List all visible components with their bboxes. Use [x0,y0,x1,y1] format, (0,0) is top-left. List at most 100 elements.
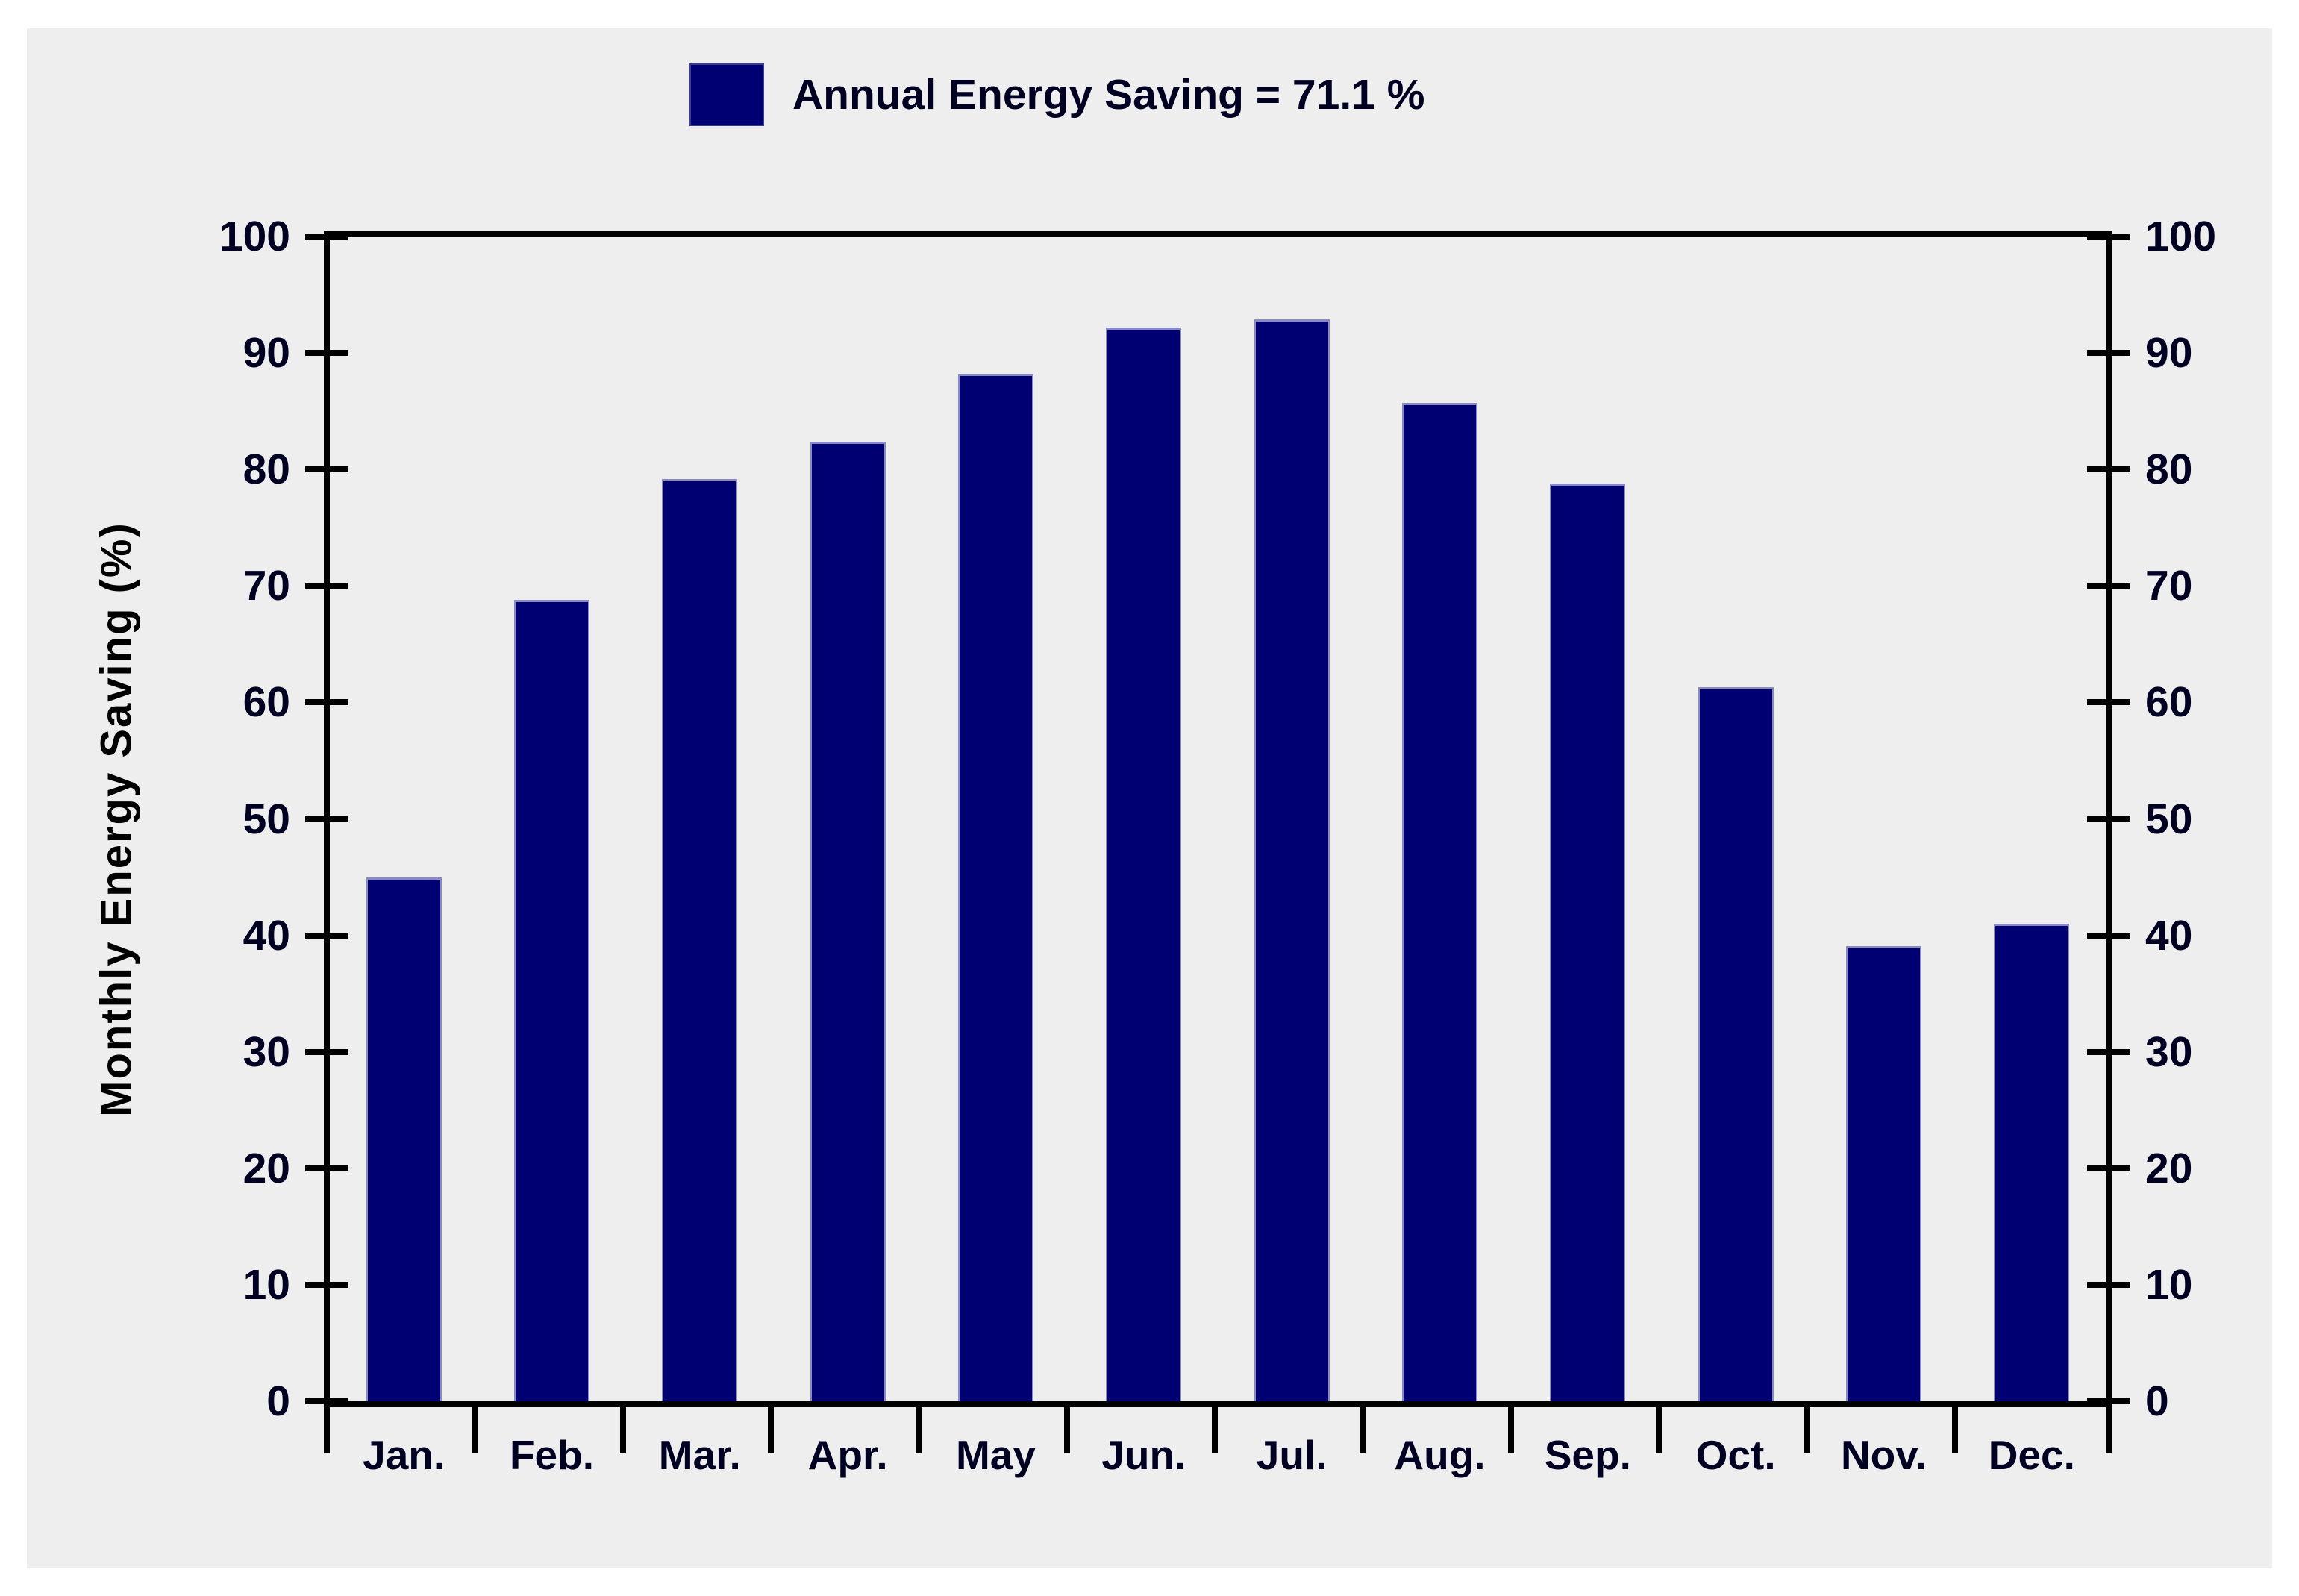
y-tick-left-40 [305,932,348,939]
x-label-nov: Nov. [1840,1432,1927,1478]
y-label-right-90: 90 [2145,329,2193,378]
y-tick-left-20 [305,1165,348,1171]
y-tick-right-60 [2087,699,2130,706]
plot-area [305,231,2130,1407]
bar-cell-dec [1958,237,2106,1401]
x-tick-11 [1952,1407,1958,1453]
y-tick-left-10 [305,1281,348,1288]
x-label-dec: Dec. [1988,1432,2075,1478]
x-tick-12 [2106,1407,2112,1453]
bar-cell-aug [1366,237,1513,1401]
y-label-right-60: 60 [2145,678,2193,727]
x-tick-8 [1508,1407,1514,1453]
bar-cell-nov [1810,237,1957,1401]
x-label-jun: Jun. [1101,1432,1186,1478]
x-label-apr: Apr. [807,1432,888,1478]
y-label-right-80: 80 [2145,445,2193,494]
bar-apr [810,441,886,1401]
y-tick-right-30 [2087,1048,2130,1055]
y-tick-right-40 [2087,932,2130,939]
bar-jan [366,877,442,1401]
bar-series [330,237,2106,1401]
x-tick-10 [1804,1407,1810,1453]
y-tick-left-70 [305,583,348,589]
x-label-jul: Jul. [1256,1432,1327,1478]
y-tick-left-50 [305,816,348,822]
bar-cell-may [922,237,1069,1401]
chart-panel: Annual Energy Saving = 71.1 % Monthly En… [27,28,2272,1568]
x-label-may: May [955,1432,1036,1478]
y-tick-right-70 [2087,583,2130,589]
y-tick-left-100 [305,234,348,240]
y-label-right-100: 100 [2145,213,2217,260]
y-tick-right-50 [2087,816,2130,822]
x-tick-5 [1064,1407,1070,1453]
y-label-left-60: 60 [243,678,290,727]
y-tick-right-100 [2087,234,2130,240]
bar-cell-jan [330,237,478,1401]
y-label-right-30: 30 [2145,1027,2193,1076]
bar-cell-jul [1218,237,1366,1401]
y-tick-right-90 [2087,350,2130,357]
y-tick-right-80 [2087,466,2130,473]
x-label-mar: Mar. [658,1432,741,1478]
y-tick-left-60 [305,699,348,706]
x-label-aug: Aug. [1394,1432,1486,1478]
x-tick-9 [1656,1407,1662,1453]
bar-feb [513,600,590,1401]
x-label-jan: Jan. [363,1432,445,1478]
y-label-left-100: 100 [219,213,290,260]
bar-mar [662,478,738,1401]
y-tick-left-30 [305,1048,348,1055]
y-tick-right-0 [2087,1398,2130,1404]
y-label-right-20: 20 [2145,1144,2193,1192]
bar-nov [1845,945,1921,1401]
y-label-left-10: 10 [243,1260,290,1309]
y-label-left-20: 20 [243,1144,290,1192]
bar-dec [1994,924,2070,1401]
y-tick-right-10 [2087,1281,2130,1288]
bar-cell-feb [478,237,625,1401]
bar-cell-mar [626,237,774,1401]
bar-cell-apr [774,237,922,1401]
y-label-left-90: 90 [243,329,290,378]
x-label-sep: Sep. [1544,1432,1631,1478]
bar-jun [1106,327,1182,1401]
bar-may [957,374,1034,1401]
y-tick-left-0 [305,1398,348,1404]
plot-inner [305,234,2130,1404]
y-tick-left-90 [305,350,348,357]
legend-label: Annual Energy Saving = 71.1 % [792,71,1425,119]
bar-cell-jun [1070,237,1218,1401]
y-tick-left-80 [305,466,348,473]
y-label-left-30: 30 [243,1027,290,1076]
y-label-right-40: 40 [2145,911,2193,960]
x-tick-7 [1360,1407,1366,1453]
x-label-oct: Oct. [1695,1432,1776,1478]
x-tick-3 [768,1407,774,1453]
bar-aug [1401,403,1478,1401]
x-tick-0 [324,1407,330,1453]
y-label-right-0: 0 [2145,1377,2169,1425]
y-label-right-70: 70 [2145,562,2193,610]
y-label-right-10: 10 [2145,1260,2193,1309]
bar-oct [1698,687,1774,1401]
x-tick-6 [1212,1407,1218,1453]
y-label-left-40: 40 [243,911,290,960]
legend-color-swatch [689,63,764,126]
x-tick-1 [472,1407,478,1453]
x-label-feb: Feb. [509,1432,595,1478]
x-tick-2 [620,1407,626,1453]
y-tick-right-20 [2087,1165,2130,1171]
y-label-left-80: 80 [243,445,290,494]
legend: Annual Energy Saving = 71.1 % [689,63,1424,126]
bar-jul [1254,319,1330,1401]
x-tick-4 [916,1407,922,1453]
bar-cell-sep [1514,237,1662,1401]
y-label-left-0: 0 [266,1377,290,1425]
y-label-left-50: 50 [243,795,290,843]
y-label-right-50: 50 [2145,795,2193,843]
bar-cell-oct [1662,237,1810,1401]
y-axis-title: Monthly Energy Saving (%) [92,522,141,1117]
